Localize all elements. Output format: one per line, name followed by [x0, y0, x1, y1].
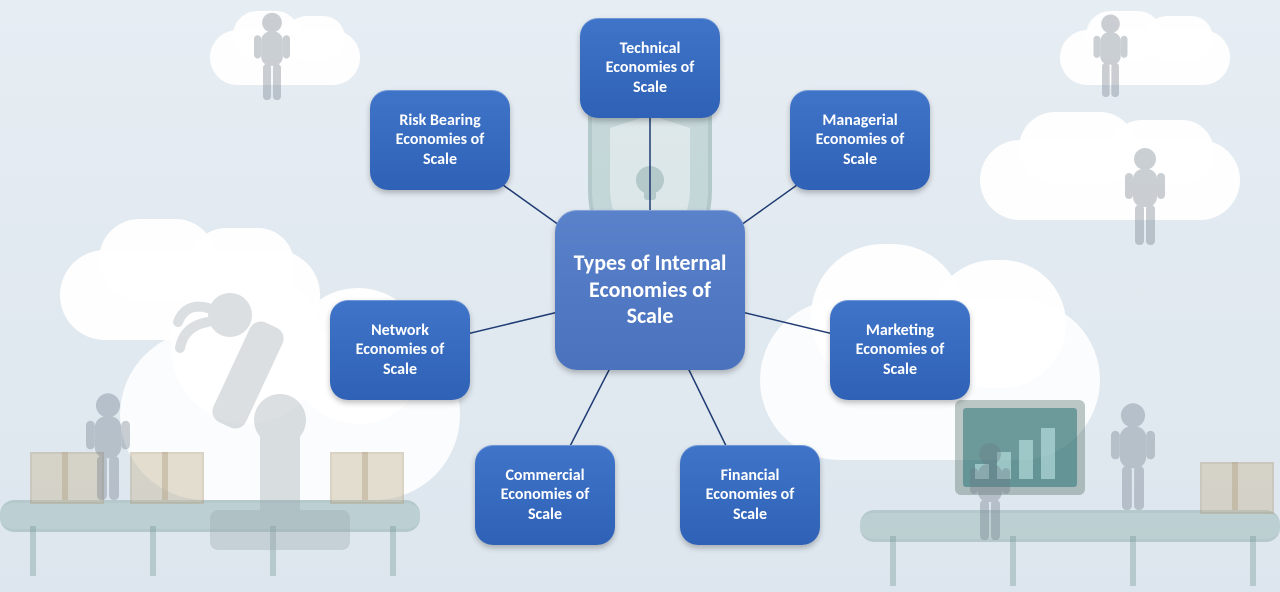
- leaf-node-financial: Financial Economies of Scale: [680, 445, 820, 545]
- leaf-node-riskbearing: Risk Bearing Economies of Scale: [370, 90, 510, 190]
- radial-diagram: Types of Internal Economies of Scale Tech…: [0, 0, 1280, 592]
- leaf-node-technical: Technical Economies of Scale: [580, 18, 720, 118]
- leaf-node-network: Network Economies of Scale: [330, 300, 470, 400]
- stage: Types of Internal Economies of Scale Tech…: [0, 0, 1280, 592]
- leaf-node-marketing: Marketing Economies of Scale: [830, 300, 970, 400]
- leaf-node-managerial: Managerial Economies of Scale: [790, 90, 930, 190]
- leaf-node-commercial: Commercial Economies of Scale: [475, 445, 615, 545]
- center-node: Types of Internal Economies of Scale: [555, 210, 745, 370]
